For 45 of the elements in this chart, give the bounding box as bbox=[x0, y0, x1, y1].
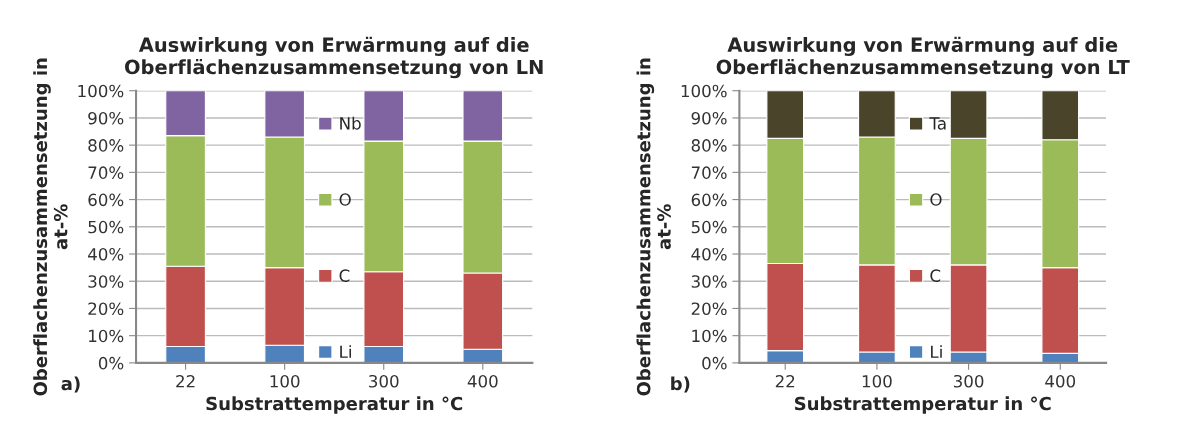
y-tick-label: 10% bbox=[692, 329, 727, 343]
x-tick-label: 400 bbox=[467, 374, 498, 388]
y-tick-label: 50% bbox=[691, 220, 727, 234]
legend-label: Li bbox=[931, 345, 942, 358]
chart-title: Auswirkung von Erwärmung auf die Oberflächenzusammensetzung von LN bbox=[125, 36, 543, 79]
legend-label: C bbox=[339, 269, 350, 282]
legend-label: Nb bbox=[340, 116, 361, 130]
x-axis-title: Substrattemperatur in °C bbox=[206, 396, 463, 414]
y-tick-label: 30% bbox=[691, 275, 727, 288]
y-tick-label: 100% bbox=[681, 84, 727, 98]
y-axis-title: Oberflachenzusammensetzung in at-% bbox=[636, 58, 671, 396]
text: a) bbox=[61, 376, 80, 393]
legend-label: C bbox=[930, 269, 941, 282]
y-tick-label: 100% bbox=[78, 84, 124, 98]
legend-label: Ta bbox=[929, 117, 946, 130]
y-tick-label: 40% bbox=[88, 247, 124, 261]
y-tick-label: 70% bbox=[88, 166, 124, 179]
y-tick-label: 90% bbox=[88, 111, 124, 125]
x-tick-label: 100 bbox=[862, 374, 892, 388]
y-tick-label: 80% bbox=[88, 139, 124, 152]
y-tick-label: 20% bbox=[88, 302, 124, 316]
chart-title: Auswirkung von Erwärmung auf die Oberflächenzusammensetzung von LT bbox=[716, 36, 1130, 79]
y-tick-label: 0% bbox=[98, 356, 124, 370]
legend-label: Li bbox=[340, 345, 351, 358]
x-tick-label: 400 bbox=[1045, 374, 1076, 388]
y-tick-label: 40% bbox=[691, 247, 727, 261]
y-tick-label: 0% bbox=[702, 356, 727, 370]
x-tick-label: 100 bbox=[270, 374, 300, 388]
y-tick-label: 80% bbox=[691, 139, 727, 152]
x-tick-label: 300 bbox=[953, 374, 984, 388]
y-tick-label: 60% bbox=[691, 193, 727, 207]
x-tick-label: 22 bbox=[176, 374, 195, 388]
y-tick-label: 30% bbox=[88, 275, 124, 288]
x-axis-title: Substrattemperatur in °C bbox=[794, 396, 1051, 414]
legend-label: O bbox=[930, 193, 942, 206]
x-tick-label: 22 bbox=[775, 374, 795, 388]
y-tick-label: 60% bbox=[88, 193, 124, 207]
y-tick-label: 70% bbox=[691, 166, 727, 179]
y-tick-label: 50% bbox=[88, 220, 124, 234]
y-tick-label: 20% bbox=[691, 302, 727, 316]
y-tick-label: 10% bbox=[89, 329, 124, 343]
x-tick-label: 300 bbox=[369, 374, 399, 388]
y-tick-label: 90% bbox=[691, 111, 727, 125]
legend-label: O bbox=[339, 193, 351, 206]
text: b) bbox=[671, 376, 690, 393]
